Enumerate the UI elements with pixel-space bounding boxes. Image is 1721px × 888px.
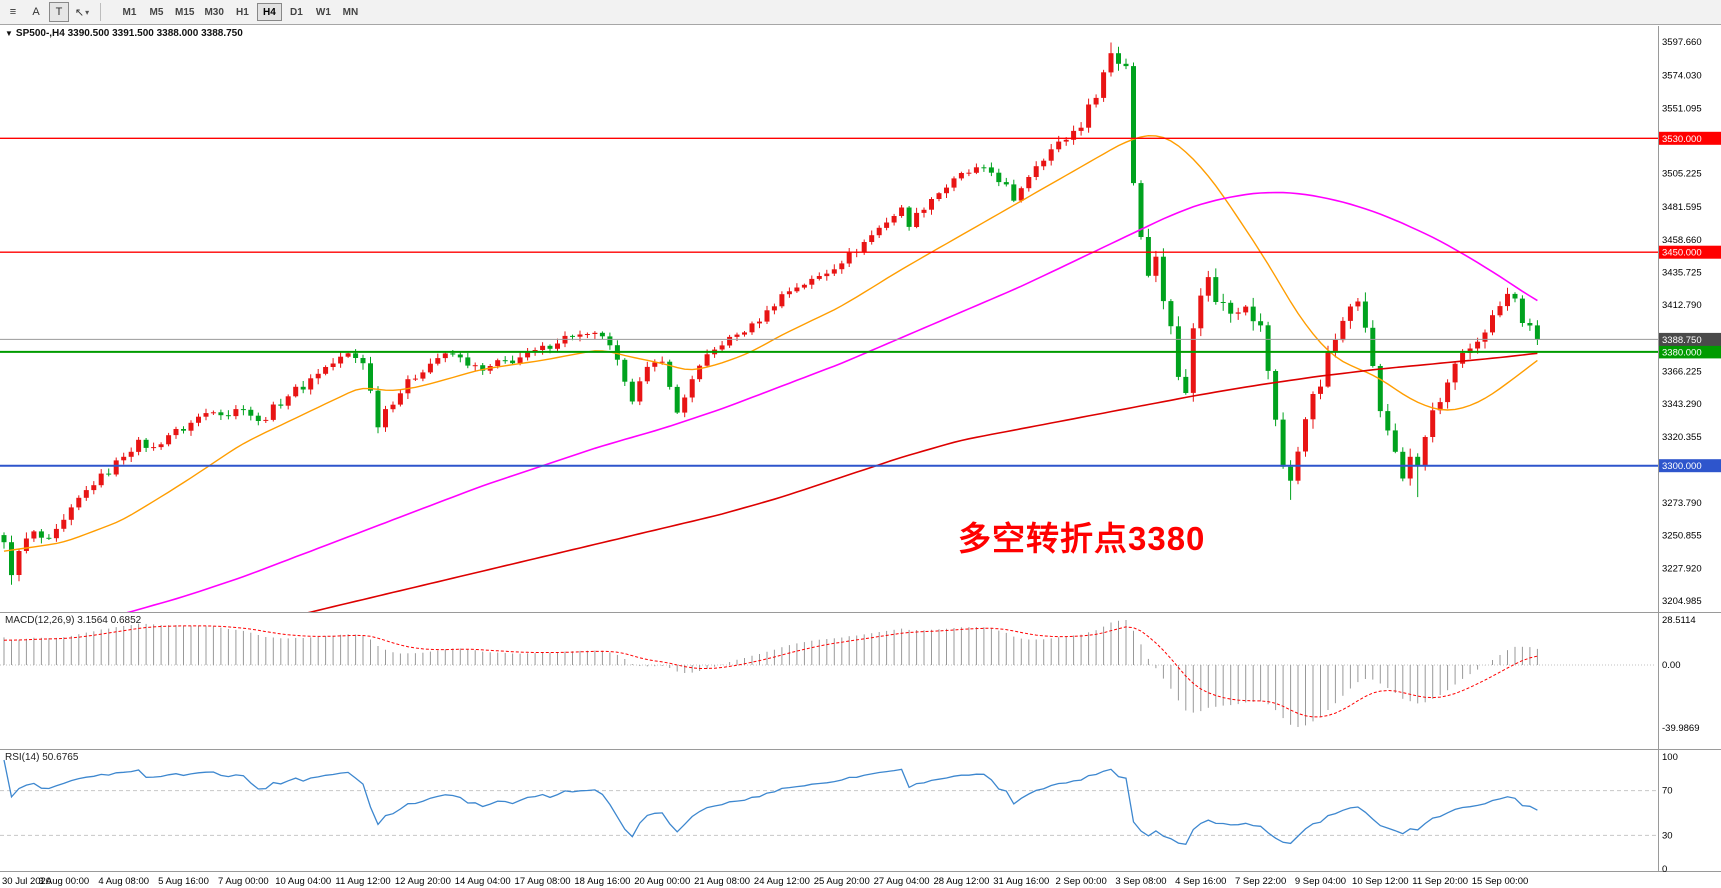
svg-text:3597.660: 3597.660 [1662, 37, 1702, 48]
svg-text:0.00: 0.00 [1662, 660, 1681, 671]
timeframe-m1-button[interactable]: M1 [117, 3, 142, 21]
current-price-badge [1659, 332, 1721, 346]
svg-text:11 Aug 12:00: 11 Aug 12:00 [335, 876, 390, 887]
horizontal-level-lines[interactable] [0, 137, 1658, 467]
svg-text:14 Aug 04:00: 14 Aug 04:00 [455, 876, 511, 887]
svg-text:3435.725: 3435.725 [1662, 268, 1702, 279]
svg-text:5 Aug 16:00: 5 Aug 16:00 [158, 876, 209, 887]
svg-text:3366.225: 3366.225 [1662, 366, 1702, 377]
svg-text:25 Aug 20:00: 25 Aug 20:00 [814, 876, 870, 887]
svg-text:7 Aug 00:00: 7 Aug 00:00 [218, 876, 269, 887]
svg-text:11 Sep 20:00: 11 Sep 20:00 [1412, 876, 1468, 887]
svg-text:10 Sep 12:00: 10 Sep 12:00 [1352, 876, 1409, 887]
timeframe-w1-button[interactable]: W1 [311, 3, 336, 21]
svg-text:3481.595: 3481.595 [1662, 202, 1702, 213]
text-tool-icon[interactable]: T [49, 2, 69, 22]
svg-text:70: 70 [1662, 786, 1673, 797]
svg-text:3458.660: 3458.660 [1662, 235, 1702, 246]
macd-signal-line [3, 625, 1538, 718]
menu-lines-icon[interactable]: ≡ [3, 2, 23, 22]
svg-text:15 Sep 00:00: 15 Sep 00:00 [1472, 876, 1529, 887]
svg-text:4 Sep 16:00: 4 Sep 16:00 [1175, 876, 1226, 887]
svg-text:3 Sep 08:00: 3 Sep 08:00 [1115, 876, 1166, 887]
toolbar-separator [100, 3, 101, 21]
svg-text:28.5114: 28.5114 [1662, 615, 1696, 626]
svg-text:0: 0 [1662, 864, 1667, 875]
svg-text:10 Aug 04:00: 10 Aug 04:00 [275, 876, 331, 887]
svg-text:12 Aug 20:00: 12 Aug 20:00 [395, 876, 451, 887]
svg-text:3204.985: 3204.985 [1662, 596, 1702, 607]
svg-text:30 Jul 2020: 30 Jul 2020 [2, 876, 51, 887]
svg-text:3530.000: 3530.000 [1662, 134, 1702, 145]
svg-text:3412.790: 3412.790 [1662, 300, 1702, 311]
tool-button-group: ≡ A T ↖ ▾ [3, 2, 92, 22]
price-badge [1659, 345, 1721, 359]
svg-text:3574.030: 3574.030 [1662, 71, 1702, 82]
rsi-panel [0, 759, 1656, 846]
cursor-tool-icon[interactable]: ↖ ▾ [72, 2, 92, 22]
price-badge [1659, 131, 1721, 145]
svg-text:-39.9869: -39.9869 [1662, 723, 1700, 734]
timeframe-m5-button[interactable]: M5 [144, 3, 169, 21]
svg-text:3450.000: 3450.000 [1662, 248, 1702, 259]
svg-text:3343.290: 3343.290 [1662, 399, 1702, 410]
ma-slow-line [307, 352, 1538, 612]
svg-text:18 Aug 16:00: 18 Aug 16:00 [574, 876, 630, 887]
macd-panel [0, 620, 1656, 727]
timeframe-m15-button[interactable]: M15 [171, 3, 198, 21]
panel-frame [0, 26, 1721, 872]
candlestick-series [1, 42, 1540, 612]
svg-text:9 Sep 04:00: 9 Sep 04:00 [1295, 876, 1346, 887]
svg-text:2 Sep 00:00: 2 Sep 00:00 [1055, 876, 1106, 887]
svg-text:28 Aug 12:00: 28 Aug 12:00 [933, 876, 989, 887]
svg-text:3551.095: 3551.095 [1662, 103, 1702, 114]
rsi-line [3, 759, 1538, 846]
price-axis[interactable]: 3597.660 3574.030 3551.095 3505.225 3481.595… [1659, 37, 1721, 875]
svg-text:7 Sep 22:00: 7 Sep 22:00 [1235, 876, 1286, 887]
svg-text:3250.855: 3250.855 [1662, 531, 1702, 542]
timeframe-d1-button[interactable]: D1 [284, 3, 309, 21]
ma-mid-line [126, 191, 1538, 612]
svg-text:20 Aug 00:00: 20 Aug 00:00 [634, 876, 690, 887]
svg-text:3300.000: 3300.000 [1662, 461, 1702, 472]
timeframe-h4-button[interactable]: H4 [256, 3, 282, 21]
svg-text:3388.750: 3388.750 [1662, 335, 1702, 346]
svg-text:3380.000: 3380.000 [1662, 347, 1702, 358]
price-badge [1659, 245, 1721, 259]
toolbar: ≡ A T ↖ ▾ M1 M5 M15 M30 H1 H4 D1 W1 MN [0, 0, 1721, 25]
svg-text:3 Aug 00:00: 3 Aug 00:00 [38, 876, 89, 887]
svg-text:100: 100 [1662, 752, 1678, 763]
svg-text:31 Aug 16:00: 31 Aug 16:00 [993, 876, 1049, 887]
svg-text:24 Aug 12:00: 24 Aug 12:00 [754, 876, 810, 887]
ma-fast-line [3, 134, 1538, 552]
svg-text:3320.355: 3320.355 [1662, 432, 1702, 443]
svg-text:27 Aug 04:00: 27 Aug 04:00 [874, 876, 930, 887]
price-badge [1659, 459, 1721, 473]
svg-text:3273.790: 3273.790 [1662, 498, 1702, 509]
timeframe-button-group: M1 M5 M15 M30 H1 H4 D1 W1 MN [117, 3, 363, 21]
letter-a-tool-icon[interactable]: A [26, 2, 46, 22]
svg-text:3227.920: 3227.920 [1662, 563, 1702, 574]
timeframe-h1-button[interactable]: H1 [230, 3, 255, 21]
svg-text:17 Aug 08:00: 17 Aug 08:00 [515, 876, 571, 887]
svg-text:3505.225: 3505.225 [1662, 169, 1702, 180]
timeframe-mn-button[interactable]: MN [338, 3, 363, 21]
timeframe-m30-button[interactable]: M30 [200, 3, 227, 21]
svg-text:4 Aug 08:00: 4 Aug 08:00 [98, 876, 149, 887]
svg-text:21 Aug 08:00: 21 Aug 08:00 [694, 876, 750, 887]
svg-text:30: 30 [1662, 830, 1673, 841]
